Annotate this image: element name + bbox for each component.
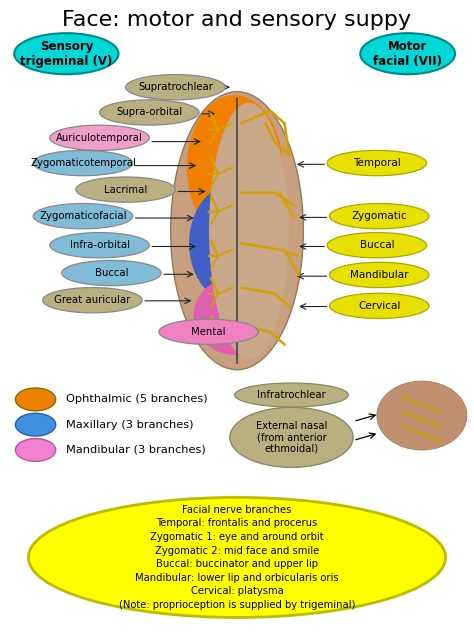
Text: Supra-orbital: Supra-orbital [116,107,182,118]
Text: Great auricular: Great auricular [55,295,130,305]
Ellipse shape [171,92,303,370]
Text: Auriculotemporal: Auriculotemporal [56,133,143,143]
Ellipse shape [329,204,429,229]
Ellipse shape [230,407,353,468]
Ellipse shape [50,233,149,258]
Ellipse shape [76,177,175,202]
Ellipse shape [15,388,56,411]
Ellipse shape [360,33,455,75]
Text: Buccal: Buccal [95,268,128,278]
Text: Face: motor and sensory suppy: Face: motor and sensory suppy [63,10,411,30]
Ellipse shape [187,95,283,240]
Ellipse shape [189,185,275,301]
Text: Mandibular: Mandibular [350,270,409,280]
Ellipse shape [15,439,56,461]
Ellipse shape [209,103,289,358]
Text: Mental: Mental [191,327,226,337]
Ellipse shape [62,260,161,286]
Text: Zygomaticofacial: Zygomaticofacial [39,211,127,221]
Text: Mandibular (3 branches): Mandibular (3 branches) [66,445,206,455]
Text: Maxillary (3 branches): Maxillary (3 branches) [66,420,194,430]
Text: Zygomaticotemporal: Zygomaticotemporal [30,158,136,168]
Text: Supratrochlear: Supratrochlear [138,82,213,92]
Text: Sensory
trigeminal (V): Sensory trigeminal (V) [20,40,112,68]
Text: Buccal: Buccal [359,240,394,250]
Ellipse shape [33,204,133,229]
Ellipse shape [159,319,258,344]
Ellipse shape [28,497,446,617]
Ellipse shape [43,288,142,313]
Text: Cervical: Cervical [358,301,401,311]
Ellipse shape [14,33,118,75]
Ellipse shape [193,277,276,355]
Text: Facial nerve branches
Temporal: frontalis and procerus
Zygomatic 1: eye and arou: Facial nerve branches Temporal: frontali… [119,505,355,610]
Ellipse shape [126,75,225,100]
Ellipse shape [327,233,427,258]
Text: External nasal
(from anterior
ethmoidal): External nasal (from anterior ethmoidal) [256,421,327,454]
Text: Motor
facial (VII): Motor facial (VII) [373,40,442,68]
Ellipse shape [235,383,348,407]
Text: Zygomatic: Zygomatic [351,211,407,221]
Text: Infratrochlear: Infratrochlear [257,390,326,400]
Text: Temporal: Temporal [353,158,401,168]
Ellipse shape [50,125,149,150]
Ellipse shape [327,150,427,176]
Ellipse shape [100,100,199,125]
Text: Infra-orbital: Infra-orbital [70,240,129,250]
Ellipse shape [15,413,56,436]
Ellipse shape [33,150,133,176]
Ellipse shape [329,262,429,288]
Text: Ophthalmic (5 branches): Ophthalmic (5 branches) [66,394,208,404]
Text: Lacrimal: Lacrimal [104,185,147,195]
Ellipse shape [329,293,429,319]
